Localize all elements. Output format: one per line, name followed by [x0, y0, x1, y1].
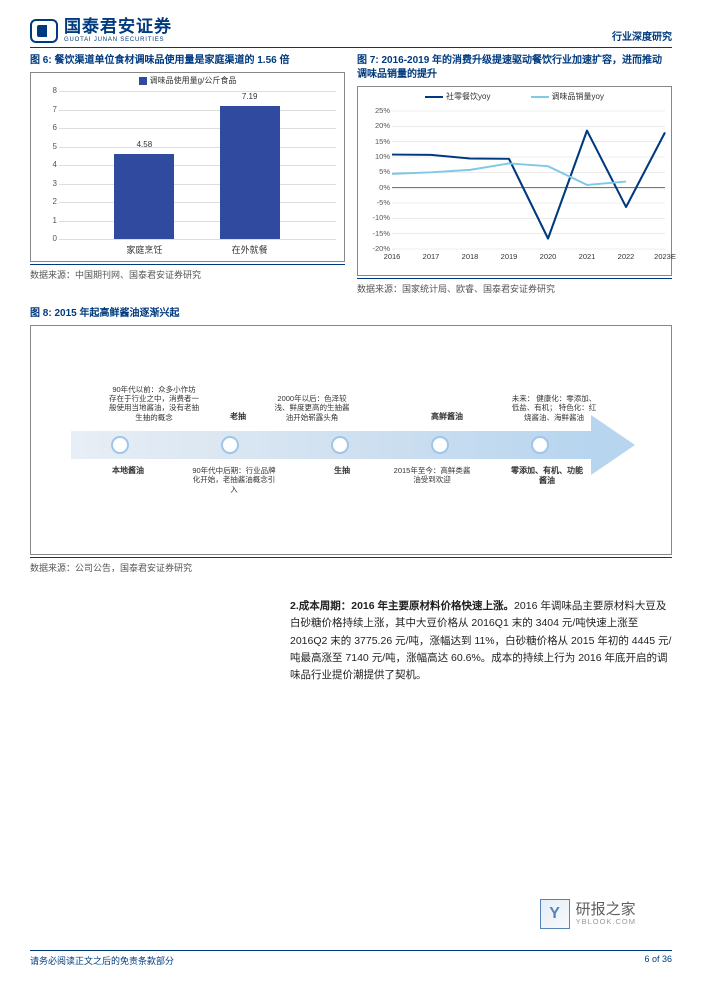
logo-icon — [30, 19, 58, 43]
figure-7-source: 数据来源：国家统计局、欧睿、国泰君安证券研究 — [357, 278, 672, 295]
figure-7-title: 图 7: 2016-2019 年的消费升级提速驱动餐饮行业加速扩容，进而推动调味… — [357, 54, 672, 82]
figure-6-legend: 调味品使用量g/公斤食品 — [31, 75, 344, 86]
figure-6-title: 图 6: 餐饮渠道单位食材调味品使用量是家庭渠道的 1.56 倍 — [30, 54, 345, 68]
figure-8-title: 图 8: 2015 年起高鲜酱油逐渐兴起 — [30, 307, 672, 321]
page-number: 6 of 36 — [644, 954, 672, 967]
watermark: Y 研报之家 YBLOOK.COM — [540, 899, 636, 929]
bar: 4.58 — [114, 154, 174, 239]
figure-6-source: 数据来源：中国期刊网、国泰君安证券研究 — [30, 264, 345, 281]
figure-8-timeline: 90年代以前：众多小作坊存在于行业之中，消费者一般使用当地酱油，没有老抽生抽的概… — [30, 325, 672, 555]
page-footer: 请务必阅读正文之后的免责条款部分 6 of 36 — [30, 950, 672, 967]
watermark-cn: 研报之家 — [576, 901, 636, 918]
body-paragraph: 2.成本周期：2016 年主要原材料价格快速上涨。2016 年调味品主要原材料大… — [30, 598, 672, 685]
figure-6-chart: 调味品使用量g/公斤食品 0123456784.58家庭烹饪7.19在外就餐 — [30, 72, 345, 262]
watermark-en: YBLOOK.COM — [576, 918, 636, 927]
bar: 7.19 — [220, 106, 280, 239]
footer-disclaimer: 请务必阅读正文之后的免责条款部分 — [30, 954, 174, 967]
page-header: 国泰君安证券 GUOTAI JUNAN SECURITIES 行业深度研究 — [30, 18, 672, 48]
logo-text-en: GUOTAI JUNAN SECURITIES — [64, 37, 172, 43]
brand-logo: 国泰君安证券 GUOTAI JUNAN SECURITIES — [30, 18, 172, 43]
figure-7-chart: 社零餐饮yoy调味品销量yoy -20%-15%-10%-5%0%5%10%15… — [357, 86, 672, 276]
figure-7-legend: 社零餐饮yoy调味品销量yoy — [358, 91, 671, 102]
document-type: 行业深度研究 — [612, 28, 672, 43]
figure-8-source: 数据来源：公司公告，国泰君安证券研究 — [30, 557, 672, 574]
watermark-icon: Y — [540, 899, 570, 929]
logo-text-cn: 国泰君安证券 — [64, 18, 172, 35]
